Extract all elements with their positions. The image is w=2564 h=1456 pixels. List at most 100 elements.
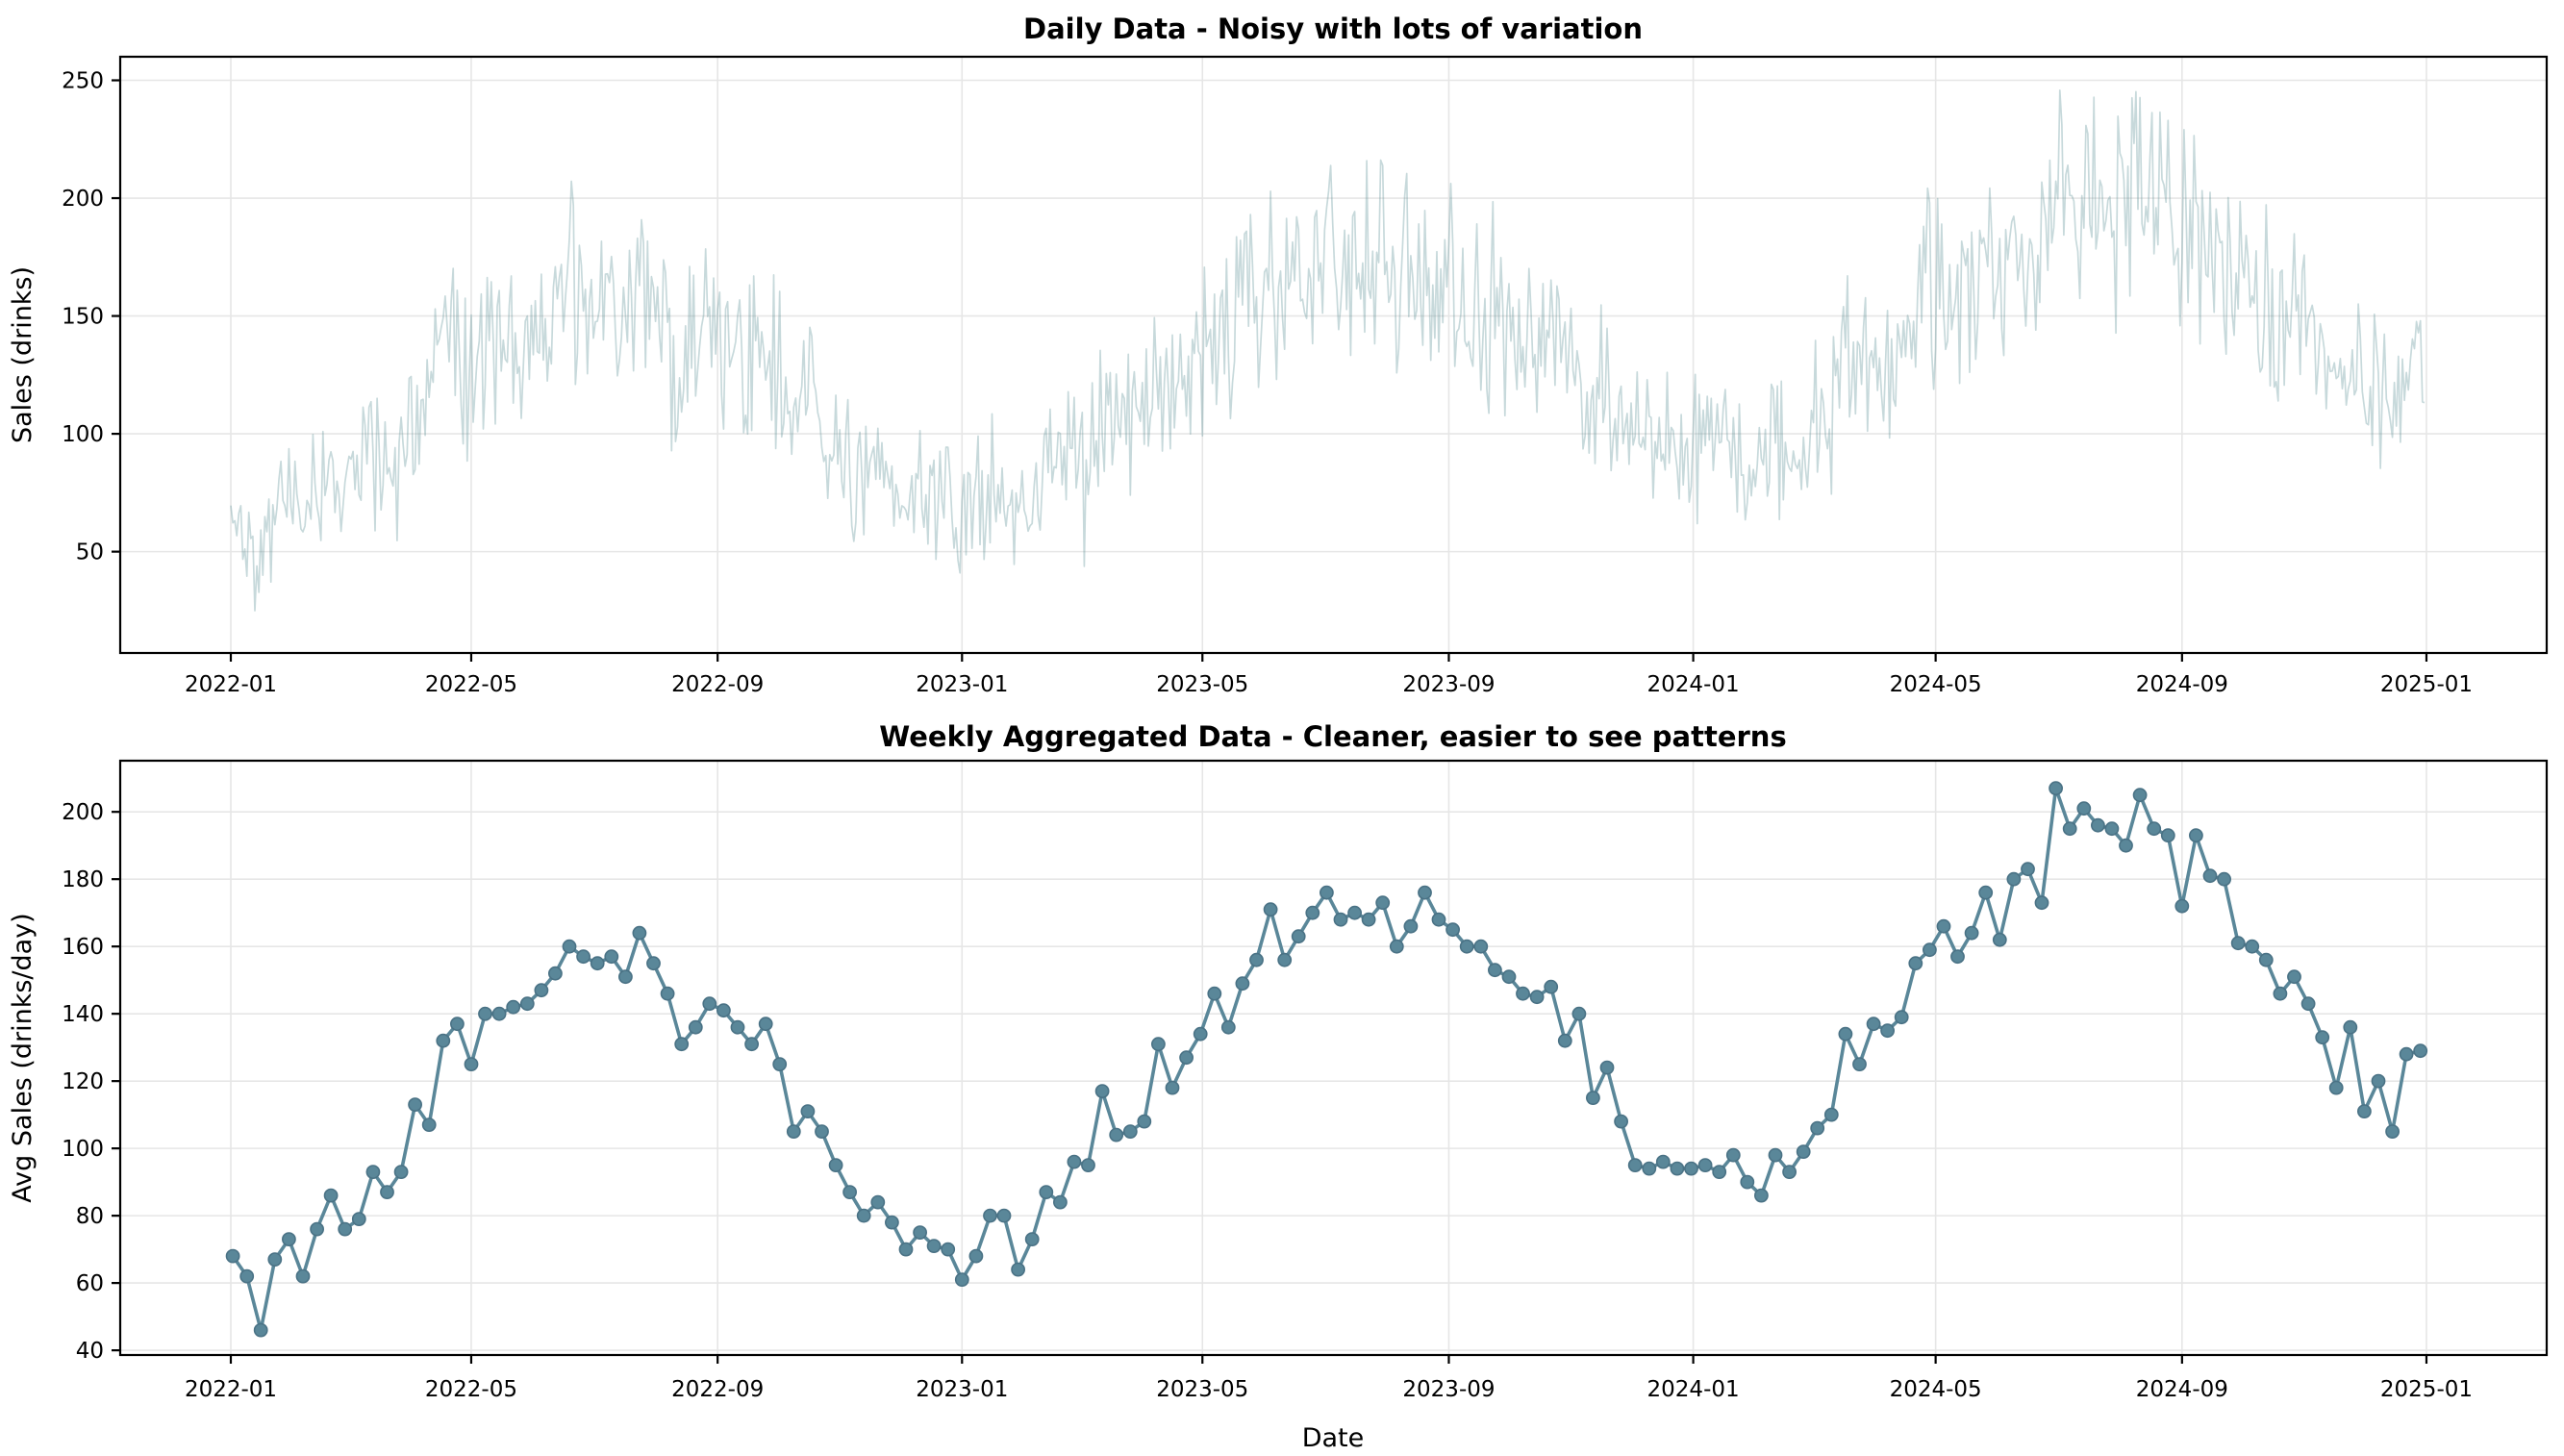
weekly-data-point bbox=[519, 996, 535, 1012]
weekly-data-point bbox=[1880, 1023, 1895, 1039]
weekly-data-point bbox=[1418, 885, 1432, 900]
weekly-data-point bbox=[968, 1248, 984, 1264]
weekly-data-point bbox=[253, 1322, 268, 1338]
daily-y-tick-label: 250 bbox=[62, 68, 104, 93]
weekly-data-point bbox=[1599, 1060, 1615, 1075]
daily-sales-chart: 50 100 150 200 250 2022-01 2022-05 2022-09 2023-… bbox=[8, 13, 2549, 697]
weekly-y-axis-label: Avg Sales (drinks/day) bbox=[8, 913, 38, 1202]
weekly-data-point bbox=[1431, 912, 1446, 927]
weekly-data-point bbox=[436, 1033, 451, 1048]
daily-tick-marks bbox=[112, 79, 2428, 662]
weekly-data-point bbox=[2160, 828, 2175, 843]
weekly-data-point bbox=[2049, 781, 2063, 796]
weekly-data-point bbox=[604, 949, 619, 965]
weekly-data-point bbox=[1193, 1026, 1208, 1042]
weekly-data-point bbox=[1122, 1124, 1138, 1139]
weekly-y-tick-label: 200 bbox=[62, 800, 104, 825]
weekly-data-point bbox=[1627, 1158, 1643, 1172]
weekly-data-point bbox=[1235, 976, 1250, 992]
weekly-y-tick-label: 80 bbox=[76, 1204, 104, 1229]
weekly-data-point bbox=[408, 1097, 422, 1112]
weekly-data-point bbox=[1459, 939, 1474, 954]
weekly-data-point bbox=[1320, 885, 1334, 900]
weekly-data-point bbox=[576, 949, 591, 965]
weekly-data-point bbox=[983, 1208, 997, 1223]
weekly-data-point-markers bbox=[225, 781, 2428, 1338]
weekly-data-point bbox=[548, 966, 563, 981]
weekly-data-point bbox=[646, 956, 661, 971]
weekly-x-tick-label: 2022-09 bbox=[671, 1377, 764, 1402]
weekly-data-point bbox=[800, 1104, 816, 1118]
weekly-data-point bbox=[534, 983, 549, 998]
weekly-data-point bbox=[2287, 969, 2301, 985]
weekly-data-point bbox=[2217, 871, 2231, 887]
daily-y-tick-label: 150 bbox=[62, 304, 104, 329]
weekly-x-axis-label: Date bbox=[1302, 1423, 1365, 1453]
weekly-data-point bbox=[380, 1185, 394, 1199]
weekly-data-point bbox=[449, 1017, 465, 1032]
weekly-data-point bbox=[338, 1221, 353, 1237]
weekly-data-point bbox=[674, 1037, 690, 1052]
weekly-y-tick-label: 180 bbox=[62, 867, 104, 892]
daily-x-tick-label: 2022-09 bbox=[671, 672, 764, 697]
weekly-data-point bbox=[1179, 1050, 1194, 1066]
weekly-data-point bbox=[2413, 1043, 2428, 1059]
weekly-data-point bbox=[2034, 895, 2049, 911]
weekly-x-tick-label: 2023-05 bbox=[1156, 1377, 1248, 1402]
weekly-data-point bbox=[2258, 952, 2274, 967]
weekly-data-point bbox=[1544, 979, 1559, 994]
weekly-data-point bbox=[2356, 1104, 2372, 1118]
weekly-data-point bbox=[1782, 1165, 1797, 1179]
weekly-gridlines bbox=[120, 761, 2547, 1355]
weekly-data-point bbox=[1838, 1026, 1853, 1042]
weekly-data-point bbox=[1011, 1262, 1025, 1277]
weekly-data-point bbox=[491, 1006, 507, 1021]
weekly-data-point bbox=[1081, 1158, 1095, 1172]
weekly-x-tick-label: 2022-05 bbox=[425, 1377, 517, 1402]
daily-x-tick-label: 2025-01 bbox=[2380, 672, 2473, 697]
weekly-data-point bbox=[2076, 801, 2092, 816]
weekly-data-point bbox=[702, 996, 717, 1012]
weekly-data-point bbox=[393, 1165, 409, 1179]
weekly-y-tick-label: 120 bbox=[62, 1069, 104, 1094]
weekly-data-point bbox=[772, 1057, 788, 1071]
weekly-data-point bbox=[926, 1239, 942, 1253]
weekly-y-tick-label: 160 bbox=[62, 935, 104, 960]
weekly-x-tick-label: 2025-01 bbox=[2380, 1377, 2473, 1402]
weekly-data-point bbox=[688, 1019, 703, 1035]
weekly-data-point bbox=[1488, 963, 1502, 978]
weekly-data-point bbox=[2147, 821, 2162, 837]
weekly-data-point bbox=[1823, 1107, 1839, 1122]
daily-x-tick-label: 2022-05 bbox=[425, 672, 517, 697]
weekly-data-point bbox=[1277, 952, 1293, 967]
daily-x-tick-label: 2024-09 bbox=[2136, 672, 2228, 697]
weekly-tick-labels: 40 60 80 100 120 140 160 180 200 2022-01 2022-05 20… bbox=[62, 800, 2473, 1402]
weekly-data-point bbox=[941, 1242, 956, 1257]
weekly-data-point bbox=[351, 1212, 366, 1226]
daily-y-tick-label: 50 bbox=[76, 540, 104, 565]
weekly-data-point bbox=[1361, 912, 1376, 927]
weekly-data-point bbox=[1992, 932, 2007, 947]
daily-y-tick-label: 100 bbox=[62, 422, 104, 447]
daily-chart-title: Daily Data - Noisy with lots of variatio… bbox=[1023, 13, 1643, 45]
weekly-data-point bbox=[310, 1221, 324, 1237]
weekly-y-tick-label: 100 bbox=[62, 1137, 104, 1162]
daily-x-tick-label: 2023-05 bbox=[1156, 672, 1248, 697]
daily-y-axis-label: Sales (drinks) bbox=[8, 266, 38, 443]
weekly-data-point bbox=[815, 1124, 829, 1139]
weekly-x-tick-label: 2023-01 bbox=[916, 1377, 1008, 1402]
weekly-data-point bbox=[1024, 1232, 1040, 1246]
weekly-data-point bbox=[2343, 1019, 2358, 1035]
weekly-data-point bbox=[2385, 1124, 2400, 1139]
weekly-data-point bbox=[1151, 1037, 1166, 1052]
weekly-data-point bbox=[1740, 1174, 1755, 1190]
weekly-data-point bbox=[1936, 918, 1951, 934]
weekly-x-tick-label: 2024-05 bbox=[1890, 1377, 1982, 1402]
daily-x-tick-label: 2023-09 bbox=[1402, 672, 1495, 697]
weekly-x-tick-label: 2022-01 bbox=[185, 1377, 277, 1402]
weekly-sales-chart: 40 60 80 100 120 140 160 180 200 2022-01 2022-05 20… bbox=[8, 720, 2549, 1453]
weekly-data-point bbox=[1220, 1019, 1236, 1035]
weekly-data-point bbox=[716, 1003, 731, 1018]
weekly-data-point bbox=[2273, 986, 2288, 1001]
